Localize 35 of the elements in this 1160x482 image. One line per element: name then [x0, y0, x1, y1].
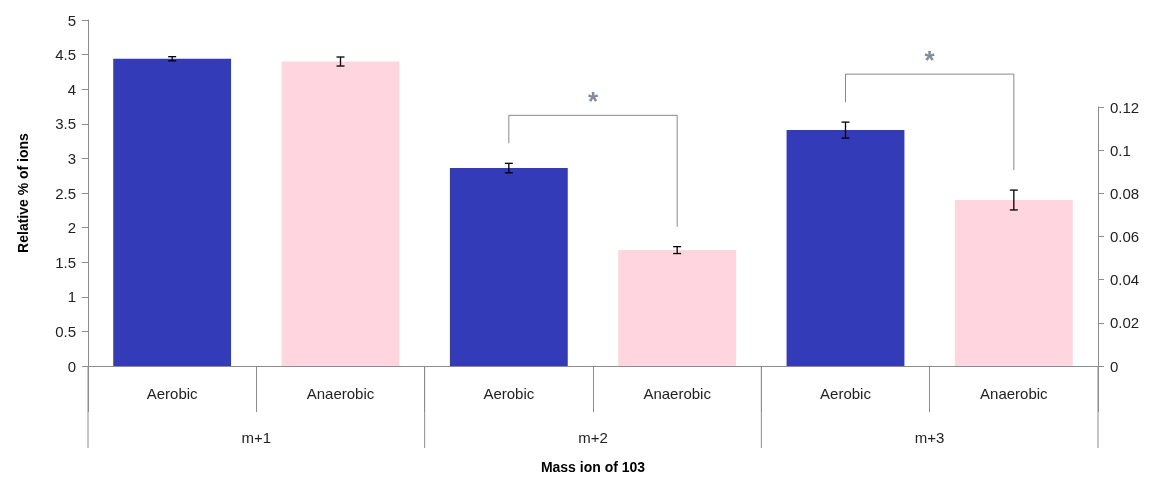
y-tick-label: 0.5: [55, 322, 76, 340]
y2-tick-label: 0: [1110, 357, 1119, 375]
bar: [786, 130, 905, 366]
y-tick-label: 4.5: [55, 46, 76, 64]
y-tick-label: 1.5: [55, 253, 76, 271]
bar: [618, 250, 737, 366]
annotation: *: [587, 86, 599, 117]
y-tick-label: 5: [67, 11, 76, 29]
text: m+1: [241, 428, 272, 446]
y2-tick-label: 0.04: [1110, 271, 1140, 289]
annotation: *: [924, 45, 936, 76]
y-tick-label: 2.5: [55, 184, 76, 202]
y-tick-label: 2: [67, 219, 76, 237]
y2-tick-label: 0.02: [1110, 314, 1140, 332]
text: m+3: [914, 428, 945, 446]
x-tick-label: Anaerobic: [306, 385, 375, 402]
x-tick-label: Anaerobic: [643, 385, 712, 402]
y-tick-label: 3.5: [55, 115, 76, 133]
x-tick-label: Aerobic: [483, 385, 535, 402]
y-tick-label: 0: [67, 357, 76, 375]
y2-tick-label: 0.06: [1110, 228, 1140, 245]
x-tick-label: Aerobic: [146, 385, 199, 402]
y2-tick-label: 0.12: [1110, 98, 1140, 116]
y-tick-label: 4: [67, 80, 76, 98]
bar: [449, 168, 568, 366]
y-axis-title: Relative % of ions: [15, 132, 31, 253]
x-tick-label: Aerobic: [820, 385, 872, 402]
text: m+2: [578, 428, 608, 446]
bar: [954, 200, 1073, 366]
y2-tick-label: 0.08: [1110, 184, 1140, 202]
x-axis-title: Mass ion of 103: [540, 459, 646, 475]
y-tick-label: 3: [67, 149, 76, 167]
y-tick-label: 1: [67, 288, 76, 306]
y2-tick-label: 0.1: [1110, 141, 1131, 159]
x-tick-label: Anaerobic: [980, 385, 1049, 402]
